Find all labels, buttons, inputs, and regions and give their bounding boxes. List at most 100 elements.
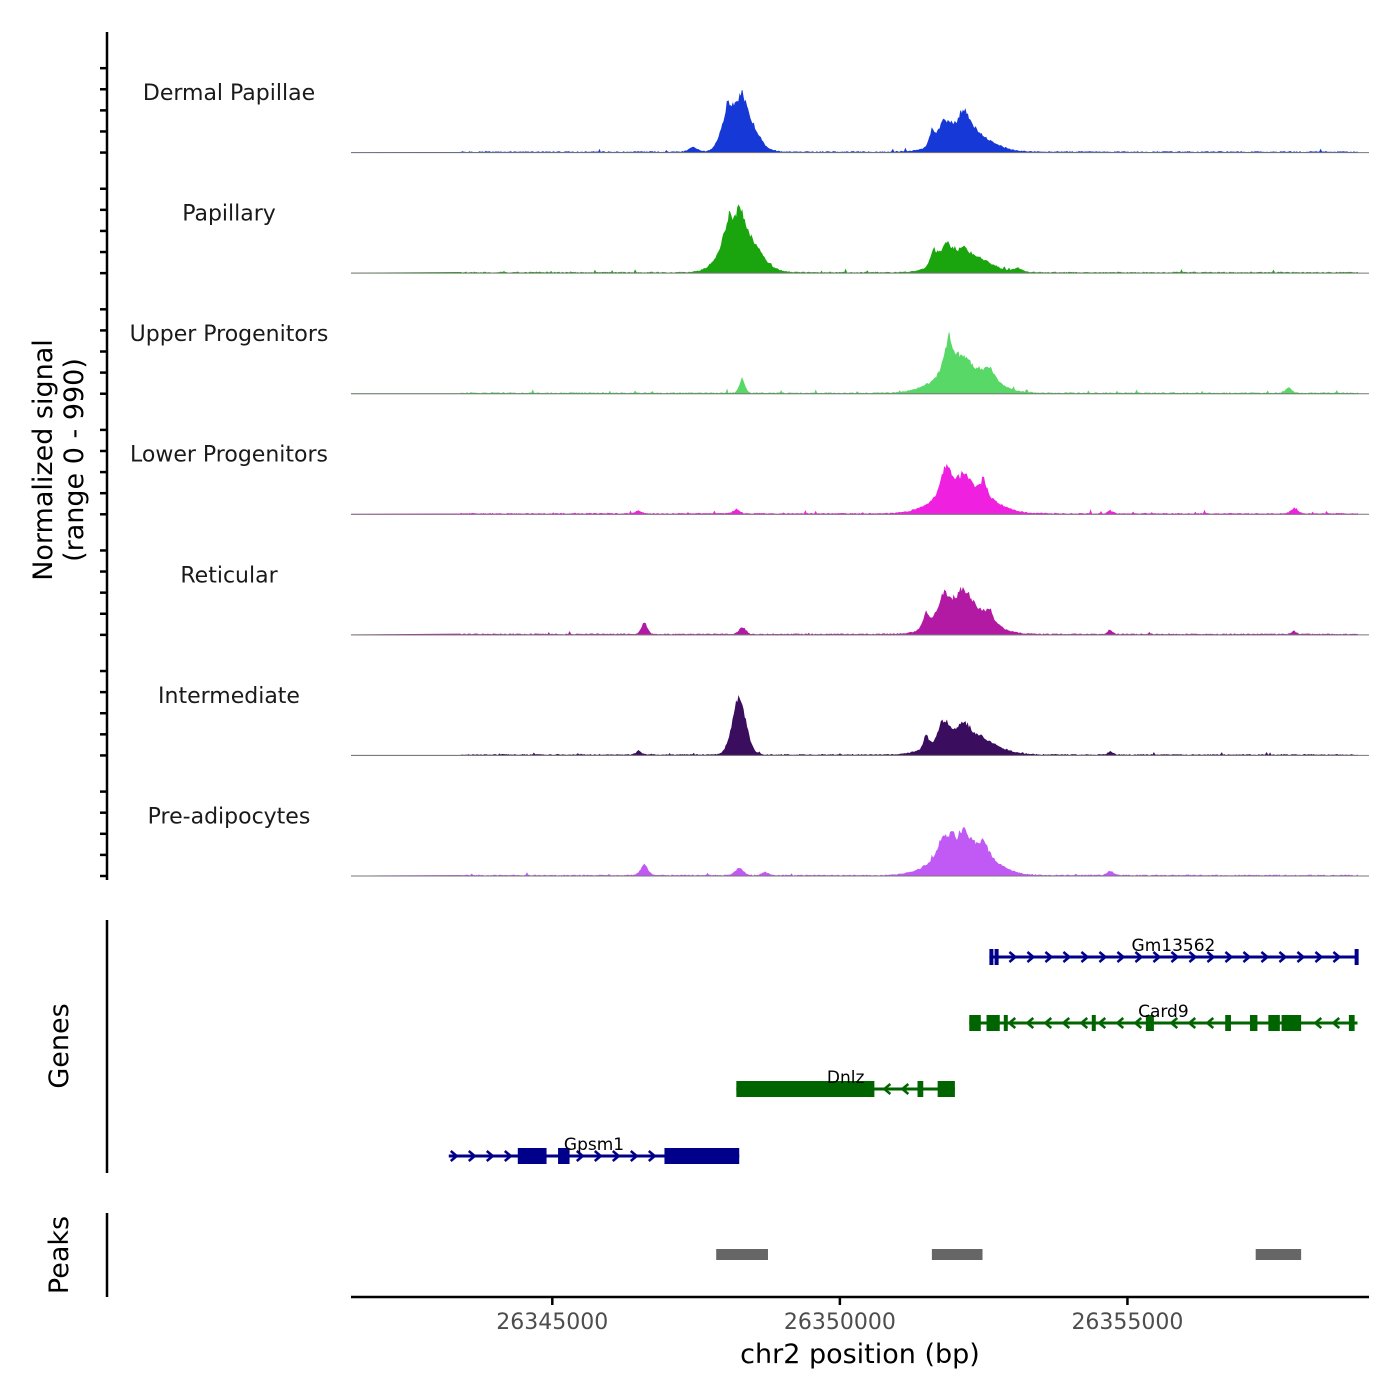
gene-strand-arrow	[1061, 1017, 1071, 1029]
gene-exon	[969, 1015, 981, 1031]
gene-exon	[1281, 1015, 1302, 1031]
gene-exon	[1268, 1015, 1280, 1031]
coverage-area	[350, 586, 1358, 636]
gene-card9: Card9	[969, 1002, 1358, 1031]
gene-strand-arrow	[1332, 951, 1342, 963]
track-intermediate: Intermediate	[158, 684, 1369, 756]
gene-strand-arrow	[1206, 951, 1216, 963]
gene-strand-arrow	[1025, 1017, 1035, 1029]
gene-exon	[1354, 949, 1359, 965]
gene-strand-arrow	[1187, 1017, 1197, 1029]
track-papillary: Papillary	[182, 202, 1369, 274]
gene-annotations: Gm13562 Card9 Dnlz Gpsm1	[448, 936, 1359, 1164]
gene-strand-arrow	[1188, 951, 1198, 963]
gene-strand-arrow	[1278, 951, 1288, 963]
track-label: Pre-adipocytes	[148, 804, 311, 829]
coverage-area	[350, 90, 1358, 154]
gene-strand-arrow	[1008, 951, 1018, 963]
gene-gpsm1: Gpsm1	[448, 1135, 740, 1164]
x-axis-ticks: 26345000 26350000 26355000	[496, 1297, 1183, 1335]
gene-strand-arrow	[1043, 1017, 1053, 1029]
peak-region	[931, 1249, 983, 1260]
coverage-area	[350, 694, 1358, 756]
gene-exon	[986, 1015, 1000, 1031]
gene-label: Card9	[1138, 1002, 1189, 1022]
track-dermal-papillae: Dermal Papillae	[143, 81, 1369, 154]
gene-strand-arrow	[900, 1083, 910, 1095]
gene-strand-arrow	[629, 1150, 639, 1162]
gene-exon	[994, 949, 999, 965]
gene-strand-arrow	[1079, 1017, 1089, 1029]
gene-strand-arrow	[1331, 1017, 1341, 1029]
gene-exon	[1003, 1015, 1008, 1031]
y-axis-label-line1: Normalized signal	[28, 339, 59, 581]
track-label: Dermal Papillae	[143, 81, 315, 106]
gene-exon	[1145, 1015, 1154, 1031]
gene-strand-arrow	[1134, 951, 1144, 963]
gene-strand-arrow	[503, 1150, 513, 1162]
gene-exon	[558, 1148, 570, 1164]
coverage-y-ticks	[100, 66, 107, 878]
gene-strand-arrow	[1296, 951, 1306, 963]
gene-strand-arrow	[1116, 951, 1126, 963]
gene-exon	[736, 1081, 875, 1097]
gene-exon	[1091, 1015, 1096, 1031]
y-axis-label-line2: (range 0 - 990)	[59, 358, 90, 562]
gene-strand-arrow	[485, 1150, 495, 1162]
coverage-area	[350, 463, 1358, 515]
track-label: Upper Progenitors	[130, 322, 329, 347]
track-label: Lower Progenitors	[130, 443, 328, 468]
gene-strand-arrow	[467, 1150, 477, 1162]
gene-strand-arrow	[1205, 1017, 1215, 1029]
track-label: Papillary	[182, 202, 276, 227]
gene-strand-arrow	[1242, 951, 1252, 963]
coverage-area	[350, 204, 1358, 274]
peak-region	[1255, 1249, 1302, 1260]
gene-strand-arrow	[575, 1150, 585, 1162]
gene-exon	[1249, 1015, 1258, 1031]
gene-strand-arrow	[449, 1150, 459, 1162]
x-tick-label: 26355000	[1071, 1310, 1183, 1335]
gene-strand-arrow	[593, 1150, 603, 1162]
x-tick-label: 26350000	[784, 1310, 896, 1335]
gene-strand-arrow	[1170, 951, 1180, 963]
gene-strand-arrow	[1169, 1017, 1179, 1029]
gene-exon	[917, 1081, 924, 1097]
track-reticular: Reticular	[180, 563, 1369, 636]
gene-strand-arrow	[1152, 951, 1162, 963]
gene-exon	[937, 1081, 955, 1097]
coverage-y-axis	[100, 32, 109, 880]
track-label: Intermediate	[158, 684, 300, 709]
track-lower-progenitors: Lower Progenitors	[130, 443, 1369, 515]
gene-exon	[1225, 1015, 1231, 1031]
track-pre-adipocytes: Pre-adipocytes	[148, 804, 1369, 877]
peak-region	[716, 1249, 768, 1260]
gene-strand-arrow	[1062, 951, 1072, 963]
gene-exon	[664, 1148, 740, 1164]
gene-strand-arrow	[611, 1150, 621, 1162]
gene-strand-arrow	[647, 1150, 657, 1162]
gene-strand-arrow	[1097, 1017, 1107, 1029]
gene-label: Gpsm1	[564, 1135, 624, 1155]
track-label: Reticular	[180, 563, 278, 588]
gene-strand-arrow	[1224, 951, 1234, 963]
genes-label: Genes	[44, 1003, 75, 1088]
gene-strand-arrow	[1115, 1017, 1125, 1029]
peak-regions	[716, 1249, 1302, 1260]
gene-strand-arrow	[1098, 951, 1108, 963]
gene-strand-arrow	[882, 1083, 892, 1095]
gene-strand-arrow	[1260, 951, 1270, 963]
gene-strand-arrow	[1313, 1017, 1323, 1029]
peaks-label: Peaks	[44, 1216, 75, 1294]
gene-exon	[1348, 1015, 1355, 1031]
x-axis-label: chr2 position (bp)	[740, 1339, 980, 1370]
gene-strand-arrow	[1044, 951, 1054, 963]
gene-strand-arrow	[1026, 951, 1036, 963]
gene-dnlz: Dnlz	[736, 1068, 955, 1097]
gene-exon	[517, 1148, 547, 1164]
gene-strand-arrow	[1314, 951, 1324, 963]
coverage-tracks: Dermal Papillae Papillary Upper Progenitor…	[130, 81, 1369, 877]
coverage-area	[350, 826, 1358, 877]
track-upper-progenitors: Upper Progenitors	[130, 322, 1369, 395]
